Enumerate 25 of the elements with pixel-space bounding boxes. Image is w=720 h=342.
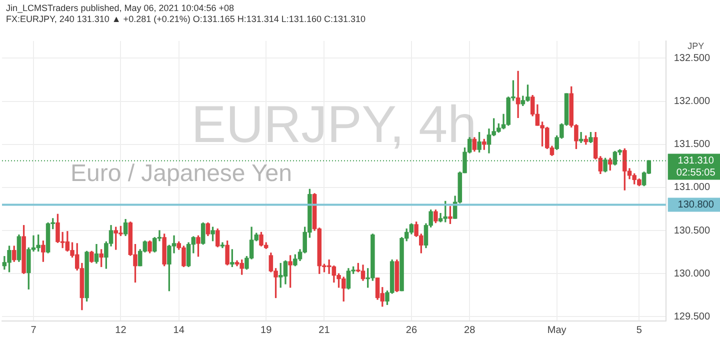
y-tick-label: 129.500 bbox=[674, 311, 710, 322]
text: 02:55:05 bbox=[676, 168, 716, 179]
y-tick-label: 131.000 bbox=[674, 182, 710, 194]
x-tick-label: 21 bbox=[318, 324, 330, 336]
x-tick-label: 5 bbox=[636, 324, 642, 336]
x-tick-label: 14 bbox=[173, 324, 185, 336]
y-tick-label: 132.500 bbox=[674, 52, 710, 64]
x-tick-label: 19 bbox=[260, 324, 272, 336]
chart-title: Jin_LCMSTraders published, May 06, 2021 10:04:56 +08 bbox=[6, 3, 236, 14]
y-tick-label: 130.000 bbox=[674, 268, 710, 280]
x-tick-label: 12 bbox=[115, 324, 127, 336]
annotation: Euro / Japanese Yen bbox=[70, 160, 292, 187]
x-tick-label: May bbox=[547, 324, 566, 336]
y-tick-label: 131.500 bbox=[674, 139, 710, 150]
x-tick-label: 26 bbox=[406, 324, 418, 336]
ref-line-label: 130.800 bbox=[678, 199, 714, 210]
x-tick-label: 28 bbox=[464, 324, 476, 336]
chart-subtitle: FX:EURJPY, 240 131.310 ▲ +0.281 (+0.21%) O:131.165 H:131.314 L:131.160 C:131.310 bbox=[6, 14, 366, 25]
candlestick bbox=[578, 132, 584, 143]
candlestick bbox=[516, 70, 520, 118]
y-tick-label: 130.500 bbox=[674, 225, 710, 236]
y-axis-title: JPY bbox=[688, 40, 704, 51]
y-tick-label: 132.000 bbox=[674, 96, 710, 108]
x-tick-label: 7 bbox=[30, 324, 37, 336]
ref-line-label: 131.310 bbox=[678, 156, 714, 167]
